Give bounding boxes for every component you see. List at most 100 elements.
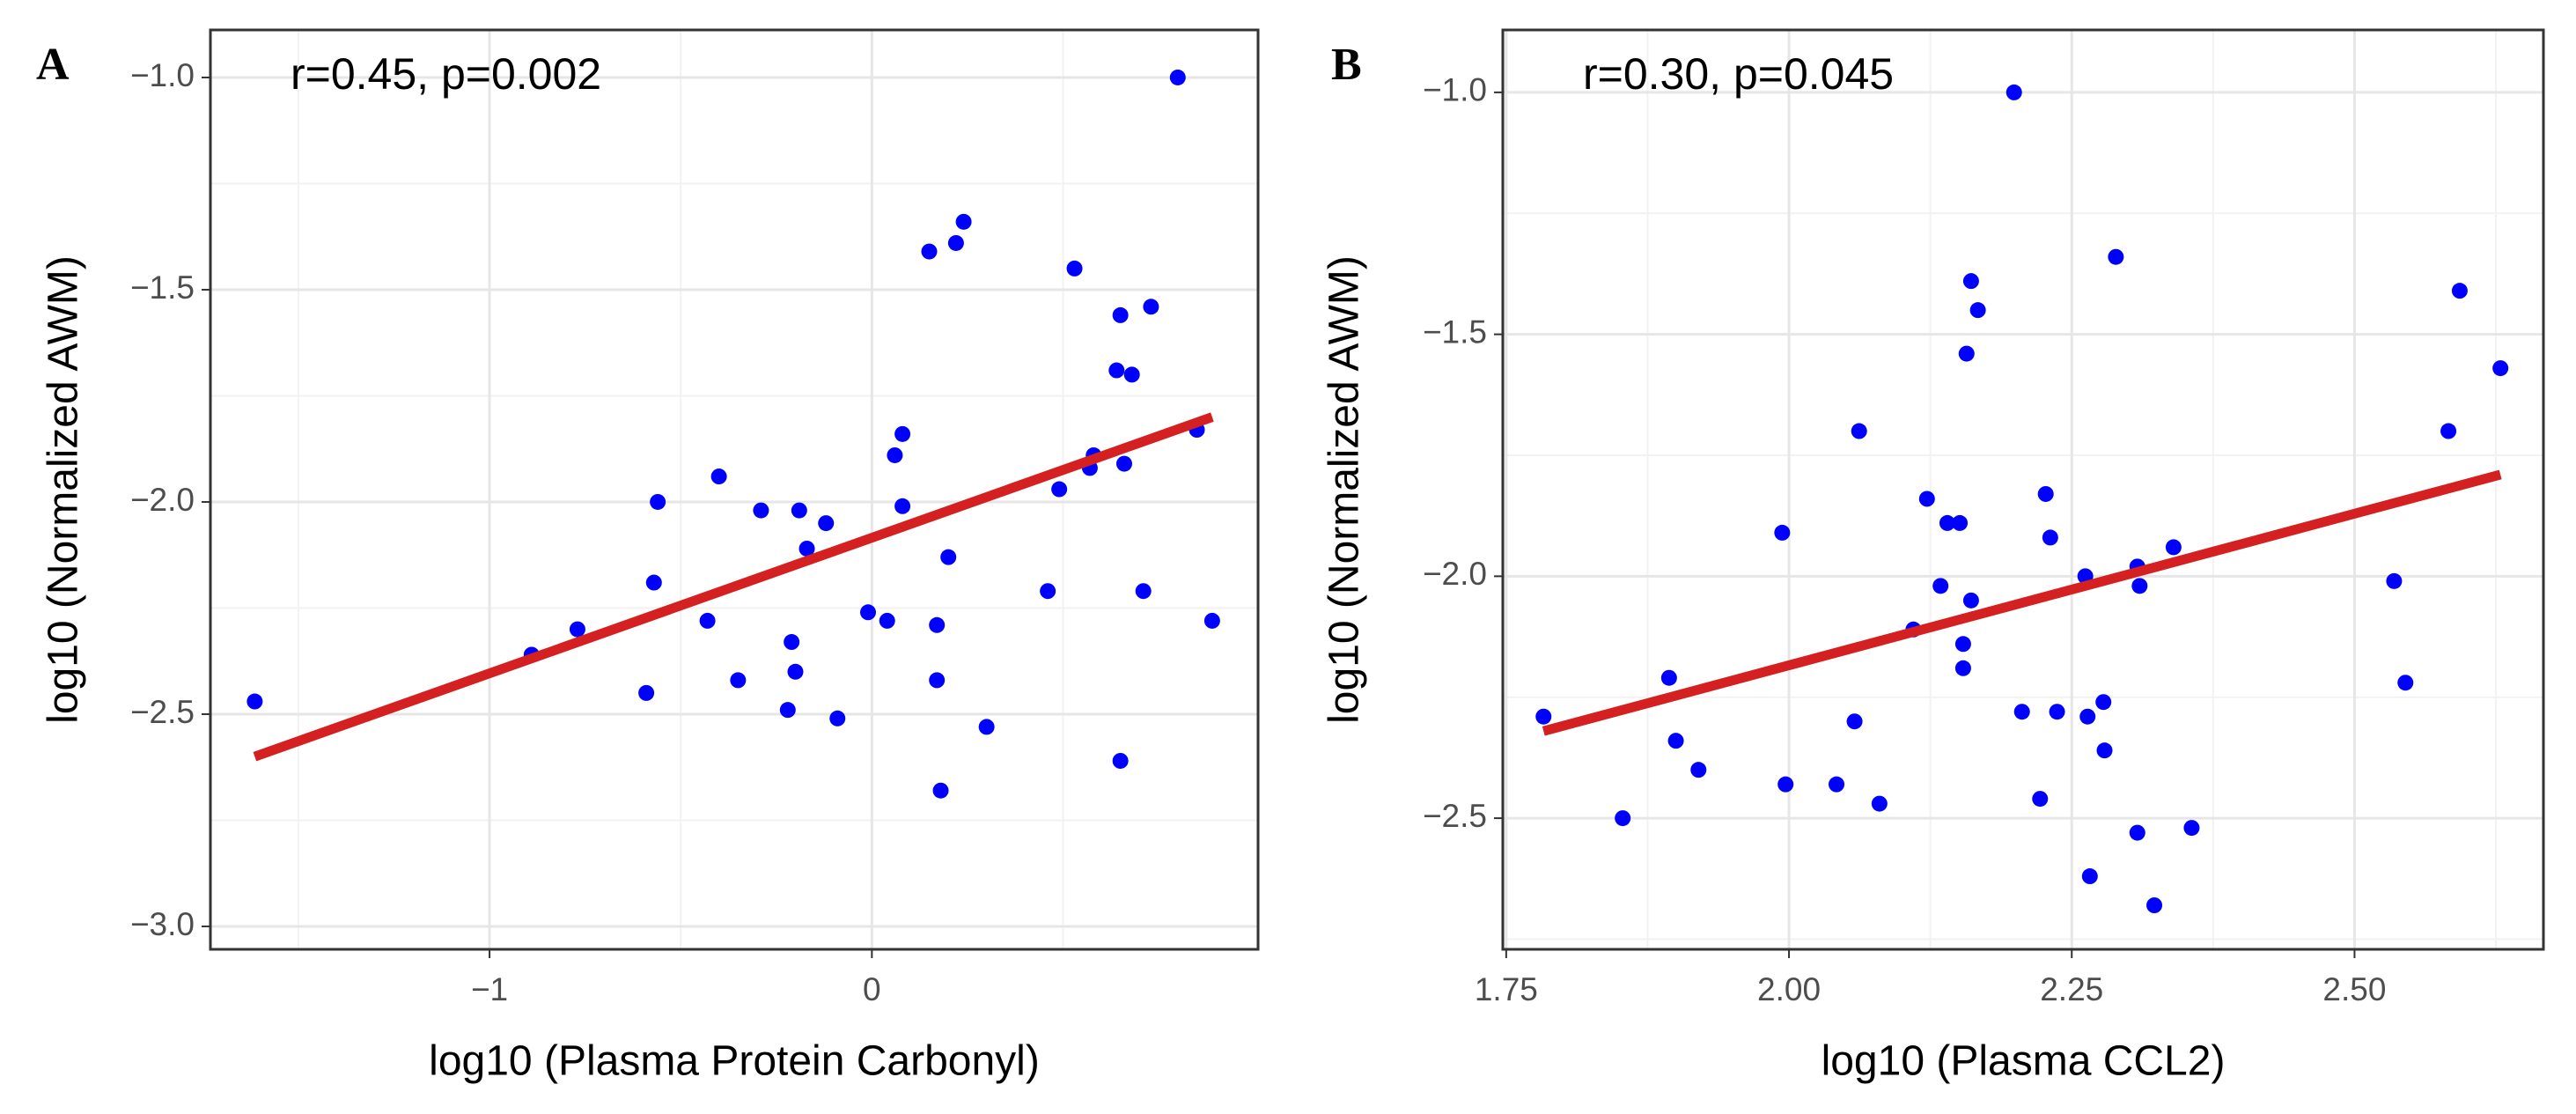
point xyxy=(2006,84,2022,100)
point xyxy=(650,493,666,510)
point xyxy=(1932,578,1949,594)
point xyxy=(779,702,796,719)
point xyxy=(1660,669,1677,686)
point xyxy=(1969,302,1986,319)
point xyxy=(2183,820,2200,837)
y-tick-label: −3.0 xyxy=(130,906,195,942)
point xyxy=(932,782,949,799)
point xyxy=(887,446,903,463)
point xyxy=(1203,612,1220,629)
point xyxy=(894,498,911,514)
point xyxy=(1829,776,1845,793)
point xyxy=(947,234,964,251)
point xyxy=(1690,762,1707,778)
point xyxy=(1535,708,1552,725)
point xyxy=(929,672,946,689)
y-tick-label: −1.5 xyxy=(1423,314,1487,350)
point xyxy=(2451,283,2468,299)
trend-line xyxy=(1542,469,2502,736)
y-axis-label: log10 (Normalized AWM) xyxy=(1321,255,1368,724)
point xyxy=(2108,248,2124,265)
point xyxy=(2032,791,2049,808)
y-tick-label: −2.0 xyxy=(130,482,195,518)
point xyxy=(1962,592,1979,609)
point xyxy=(2037,485,2054,502)
point xyxy=(2049,704,2065,720)
point xyxy=(1066,260,1083,277)
point xyxy=(879,612,895,629)
point xyxy=(2079,708,2096,725)
point xyxy=(1774,524,1791,541)
y-tick-label: −1.0 xyxy=(1423,72,1487,108)
point xyxy=(2386,572,2403,589)
point xyxy=(1954,636,1971,653)
annotation: r=0.45, p=0.002 xyxy=(291,49,601,99)
point xyxy=(829,710,846,727)
point xyxy=(645,574,662,591)
point xyxy=(1112,752,1129,769)
point xyxy=(1169,69,1186,85)
point xyxy=(929,616,946,633)
y-tick-label: −1.0 xyxy=(130,57,195,93)
plot-border xyxy=(209,28,1260,951)
point xyxy=(1851,423,1867,439)
point xyxy=(2129,824,2145,841)
point xyxy=(1615,810,1631,827)
y-tick-label: −2.5 xyxy=(130,694,195,730)
point xyxy=(860,604,877,621)
x-tick-label: 2.00 xyxy=(1757,971,1821,1007)
point xyxy=(978,719,995,735)
point xyxy=(1958,345,1975,362)
point xyxy=(1962,273,1979,290)
y-tick-label: −1.5 xyxy=(130,269,195,306)
point xyxy=(569,621,585,638)
point xyxy=(1040,583,1056,600)
point xyxy=(1952,514,1969,531)
point xyxy=(1667,733,1684,749)
x-axis-label: log10 (Plasma Protein Carbonyl) xyxy=(429,1038,1040,1085)
point xyxy=(247,693,263,710)
point xyxy=(921,243,938,260)
point xyxy=(2397,675,2414,691)
point xyxy=(1954,660,1971,676)
point xyxy=(799,540,815,557)
point xyxy=(1108,362,1125,379)
y-tick-label: −2.5 xyxy=(1423,798,1487,834)
x-tick-label: 2.50 xyxy=(2322,971,2386,1007)
point xyxy=(2095,694,2112,711)
point xyxy=(894,425,911,442)
point xyxy=(1051,481,1068,498)
x-tick-label: 2.25 xyxy=(2040,971,2103,1007)
point xyxy=(2013,704,2030,720)
annotation: r=0.30, p=0.045 xyxy=(1583,49,1894,99)
x-tick-label: −1 xyxy=(471,971,508,1007)
point xyxy=(1846,713,1863,730)
plot-border xyxy=(1501,28,2545,951)
point xyxy=(2492,360,2509,377)
point xyxy=(2440,423,2457,439)
point xyxy=(710,468,727,485)
point xyxy=(730,672,747,689)
point xyxy=(753,502,769,519)
point xyxy=(1918,491,1935,507)
panel-label: A xyxy=(36,40,70,90)
point xyxy=(2096,742,2113,759)
panel-label: B xyxy=(1331,40,1362,90)
point xyxy=(2081,868,2098,885)
point xyxy=(787,663,804,680)
point xyxy=(1143,299,1159,315)
x-tick-label: 0 xyxy=(863,971,881,1007)
point xyxy=(1135,583,1152,600)
point xyxy=(2165,539,2182,556)
y-axis-label: log10 (Normalized AWM) xyxy=(40,255,87,724)
point xyxy=(2042,529,2058,546)
point xyxy=(699,612,716,629)
point xyxy=(940,549,957,565)
point xyxy=(2146,896,2163,913)
x-tick-label: 1.75 xyxy=(1475,971,1538,1007)
point xyxy=(638,684,655,701)
x-axis-label: log10 (Plasma CCL2) xyxy=(1822,1038,2226,1085)
point xyxy=(1777,776,1794,793)
point xyxy=(955,213,972,230)
point xyxy=(2131,578,2148,594)
